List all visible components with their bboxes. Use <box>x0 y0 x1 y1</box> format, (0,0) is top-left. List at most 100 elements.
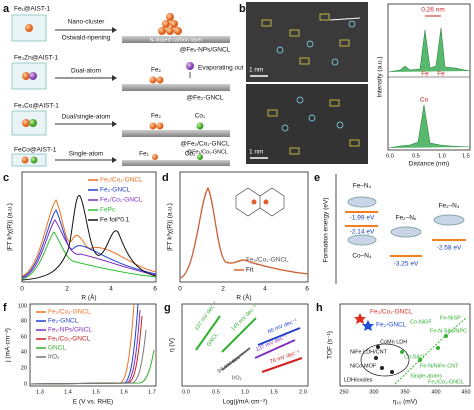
data-curve <box>179 189 309 279</box>
tafel-label: 94 mV dec⁻¹ <box>217 352 246 375</box>
carbon-layer <box>122 36 230 43</box>
curve <box>29 309 141 385</box>
legend-label: Fit <box>246 267 253 274</box>
x-tick-label: 2.0 <box>299 389 307 395</box>
atom <box>197 154 203 160</box>
x-axis-label: Distance (nm) <box>409 161 449 168</box>
arrow-head <box>112 157 117 163</box>
point-label: Fe₂/Co₁-GNCL <box>370 309 413 316</box>
y-axis-label: TOF (s⁻¹) <box>327 331 334 359</box>
curve <box>21 219 157 279</box>
single-atom-circles <box>276 20 356 132</box>
x-axis-label: η₁₀ (mV) <box>393 399 417 406</box>
x-tick-label: 1.0 <box>438 153 446 159</box>
process: Dual/single-atom <box>62 114 111 121</box>
atom <box>29 72 37 80</box>
panel-a: a Fe₁@AIST-1 Nano-cluster Ostwald-ripeni… <box>3 3 244 167</box>
process: Ostwald-ripening <box>62 35 111 42</box>
product: @Fe₂/Co₁-GNCL <box>180 141 230 148</box>
x-tick-label: 1.5 <box>270 389 278 395</box>
process: Single-atom <box>69 151 104 158</box>
group-label: LDH/oxides <box>344 377 373 383</box>
structure-label: Fe₂–N₆ <box>395 215 416 222</box>
panel-b: b 1 nm 1 nm 0.26 nm Fe Fe Co Intensity (… <box>239 2 471 168</box>
curve <box>21 199 157 277</box>
precursor: Fe₁@AIST-1 <box>14 6 51 13</box>
panel-c: c Fe₂/Co₁-GNCL Fe₂-GNCL Fe₁/Co₁-GNCL FeP… <box>3 171 157 302</box>
points <box>374 345 394 374</box>
legend-label: Fe₂/Co₁-GNCL <box>246 257 289 264</box>
carbon-layer <box>122 130 230 137</box>
x-tick-label: 6 <box>153 286 157 293</box>
curve <box>29 349 155 385</box>
atom <box>156 122 164 130</box>
scale-label: 1 nm <box>249 149 263 156</box>
point-label: Fe₂-GNCL <box>376 322 407 329</box>
atom <box>21 156 29 164</box>
x-tick-label: 0 <box>20 286 24 293</box>
x-tick-label: 1.5 <box>92 389 100 395</box>
y-tick-label: 20 <box>21 365 27 371</box>
x-tick-label: 350 <box>400 389 409 395</box>
species: Fe₂ <box>151 67 162 74</box>
tafel-line <box>221 317 257 353</box>
fit-curve <box>179 186 309 279</box>
process: Dual-atom <box>71 68 101 75</box>
point-label: NiFe LDH/CNT <box>350 349 388 355</box>
tafel-label: 76 mV dec⁻¹ <box>269 349 300 365</box>
legend-label: Fe foil*0.1 <box>100 217 130 224</box>
species: Fe₁ <box>139 151 150 158</box>
x-tick-label: 1.6 <box>120 389 128 395</box>
point-label: Fe-NiSP <box>440 315 461 321</box>
structure-label: Fe–N₄ <box>353 183 372 190</box>
tafel-label: 107 mV dec⁻¹ <box>194 300 219 332</box>
x-tick-label: 0.0 <box>182 389 190 395</box>
panel-letter: a <box>3 3 10 15</box>
x-tick-label: 2 <box>221 286 225 293</box>
precursor: FeCo@AIST-1 <box>14 147 57 154</box>
atom <box>149 76 157 84</box>
legend-label: Fe₂/Co₁-GNCL <box>48 309 91 316</box>
legend-label: Fe₂/Co₁-GNCL <box>100 177 143 184</box>
atom <box>29 119 37 127</box>
legend-label: FePc <box>100 207 116 214</box>
legend-label: Feₓ-NPs/GNCL <box>48 327 92 334</box>
dimer-boxes <box>261 13 360 155</box>
species: Fe₂ <box>151 113 162 120</box>
peak-label: Fe <box>421 71 429 78</box>
plot-frame <box>29 303 157 387</box>
legend-label: IrO₂ <box>48 354 60 361</box>
precursor: Fe₂Zn@AIST-1 <box>14 55 59 62</box>
y-axis-label: η (V) <box>169 338 176 352</box>
x-tick-label: 4 <box>263 286 267 293</box>
species: Co₁ <box>185 151 196 158</box>
arrow-head <box>112 75 117 81</box>
arrow-head <box>112 121 117 127</box>
y-tick-label: 100 <box>18 303 27 309</box>
product: @Feₓ-NPs/GNCL <box>180 47 231 54</box>
stem-image <box>246 2 368 82</box>
carbon-layer <box>122 160 230 166</box>
stem-image <box>246 84 368 164</box>
tafel-line <box>261 357 303 373</box>
tafel-line <box>254 339 296 359</box>
panel-letter: c <box>3 172 9 184</box>
atom <box>22 72 30 80</box>
x-tick-label: 4 <box>109 286 113 293</box>
x-tick-label: 0.0 <box>386 153 394 159</box>
plot-frame <box>21 171 157 283</box>
x-tick-label: 450 <box>461 389 470 395</box>
atom <box>22 119 30 127</box>
atom <box>156 76 164 84</box>
curve <box>21 195 157 281</box>
atom <box>196 122 204 130</box>
tafel-label: 66 mV dec⁻¹ <box>267 318 298 335</box>
y-tick-label: 80 <box>21 318 27 324</box>
x-tick-label: 400 <box>431 389 440 395</box>
atom <box>149 122 157 130</box>
legend: Fe₂/Co₁-GNCL Fe₂-GNCL Fe₁/Co₁-GNCL FePc … <box>88 177 143 224</box>
point-label: NiCo-MOF <box>350 363 377 369</box>
point-label: CoMn LDH <box>380 339 407 345</box>
panel-letter: f <box>3 302 7 314</box>
framework <box>11 153 47 167</box>
